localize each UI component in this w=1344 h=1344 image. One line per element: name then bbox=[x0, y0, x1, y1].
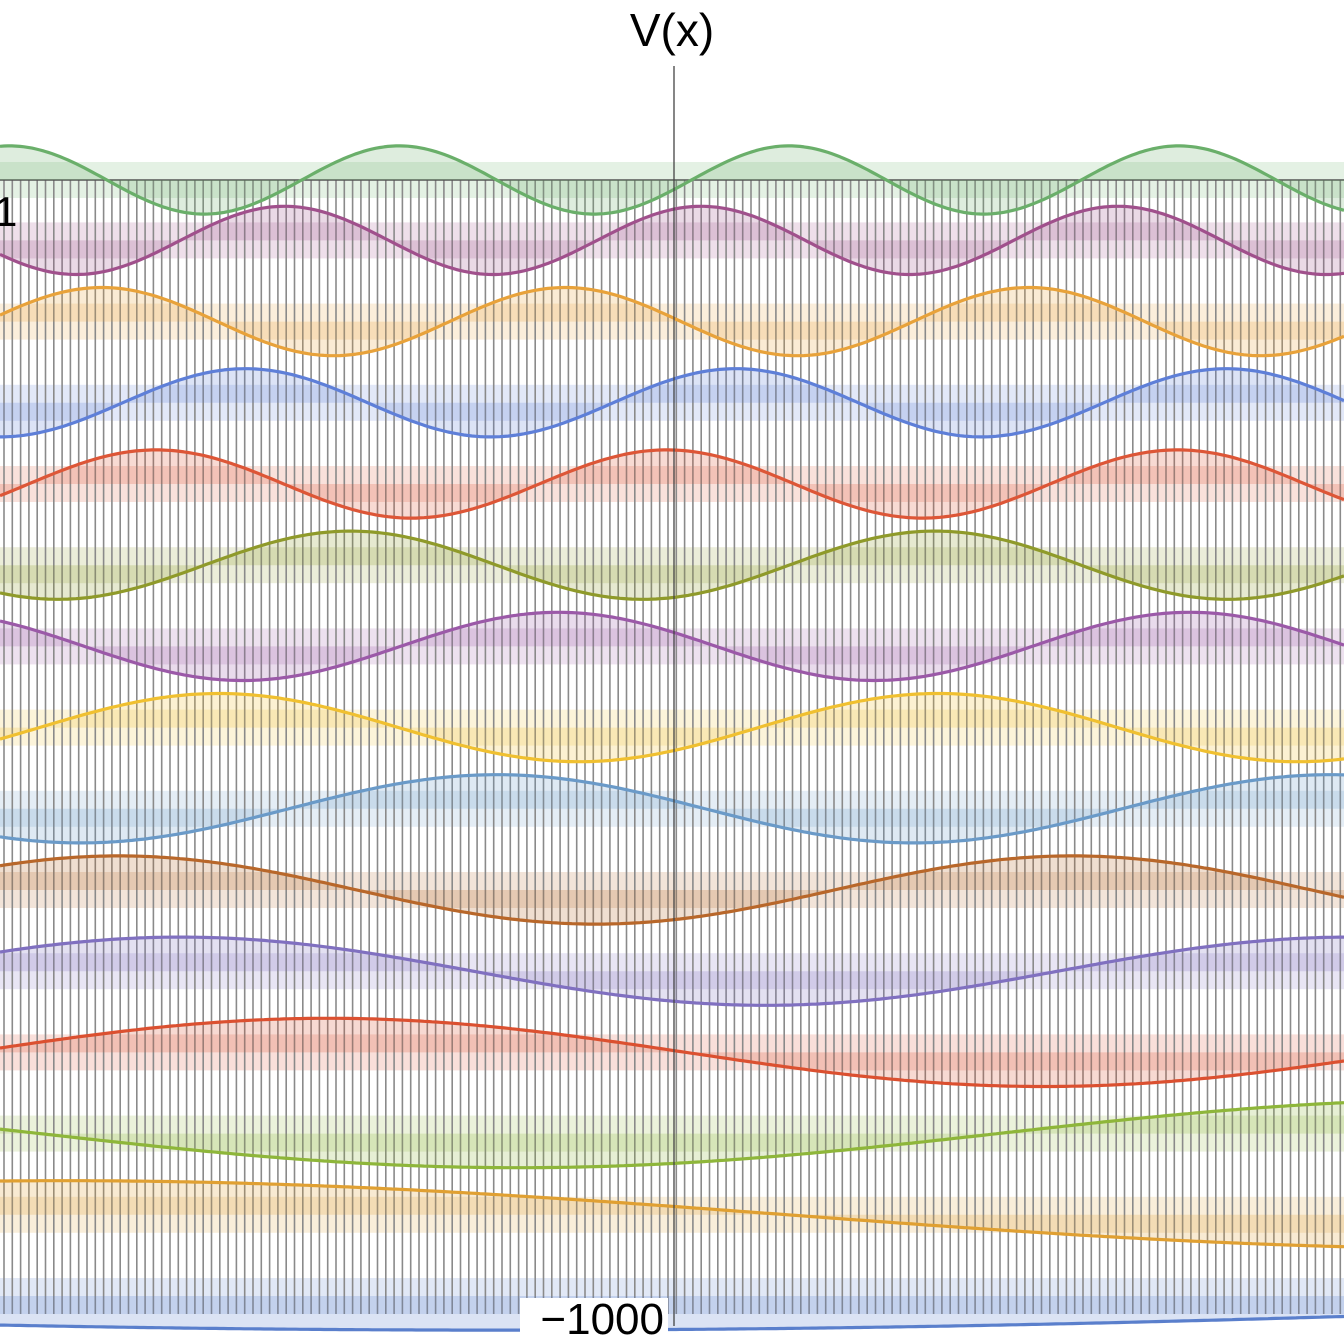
wavefunction-curve-4 bbox=[0, 1016, 1344, 1089]
energy-band bbox=[0, 628, 1344, 665]
energy-band bbox=[0, 466, 1344, 502]
wavefunction-curve-5 bbox=[0, 935, 1344, 1007]
wavefunction-curve-2 bbox=[0, 1179, 1344, 1249]
wavefunction-curve-15 bbox=[0, 144, 1344, 216]
energy-band bbox=[0, 872, 1344, 908]
wavefunction-curve-10 bbox=[0, 529, 1344, 601]
wavefunction-curve-8 bbox=[0, 691, 1344, 764]
wavefunction-fill bbox=[0, 368, 1344, 437]
y-axis-label: V(x) bbox=[630, 4, 714, 56]
wavefunction-curve-6 bbox=[0, 854, 1344, 926]
wavefunction-fill bbox=[0, 145, 1344, 215]
wavefunction-curves bbox=[0, 144, 1344, 1332]
wavefunction-fill bbox=[0, 1102, 1344, 1168]
wavefunction-curve-1 bbox=[0, 1314, 1344, 1332]
wavefunction-fill bbox=[0, 449, 1344, 519]
wavefunction-curve-3 bbox=[0, 1101, 1344, 1170]
tick-label-top: 1 bbox=[0, 188, 17, 235]
wavefunction-fill bbox=[0, 287, 1344, 356]
tick-label-bottom-bg bbox=[520, 1298, 668, 1344]
wavefunction-curve-12 bbox=[0, 367, 1344, 439]
tick-label-bottom: −1000 bbox=[540, 1295, 664, 1344]
wavefunction-curve-14 bbox=[0, 204, 1344, 277]
energy-band bbox=[0, 222, 1344, 259]
wavefunction-fill bbox=[0, 937, 1344, 1006]
wavefunction-curve-7 bbox=[0, 773, 1344, 845]
energy-band bbox=[0, 1034, 1344, 1071]
wavefunction-fill bbox=[0, 206, 1344, 275]
wavefunction-fill bbox=[0, 531, 1344, 600]
wavefunction-curve-9 bbox=[0, 610, 1344, 683]
potential-wells bbox=[0, 179, 1344, 1314]
energy-band bbox=[0, 1278, 1344, 1314]
wavefunction-fill bbox=[0, 1296, 1344, 1331]
band-fills bbox=[0, 162, 1344, 1314]
wavefunction-fill bbox=[0, 855, 1344, 925]
wavefunction-fill bbox=[0, 774, 1344, 843]
energy-band bbox=[0, 384, 1344, 421]
energy-band bbox=[0, 1196, 1344, 1233]
wavefunction-curve-13 bbox=[0, 285, 1344, 358]
wavefunction-curve-11 bbox=[0, 448, 1344, 520]
wavefunction-fill bbox=[0, 612, 1344, 681]
wavefunction-fill bbox=[0, 1018, 1344, 1087]
energy-band bbox=[0, 547, 1344, 584]
